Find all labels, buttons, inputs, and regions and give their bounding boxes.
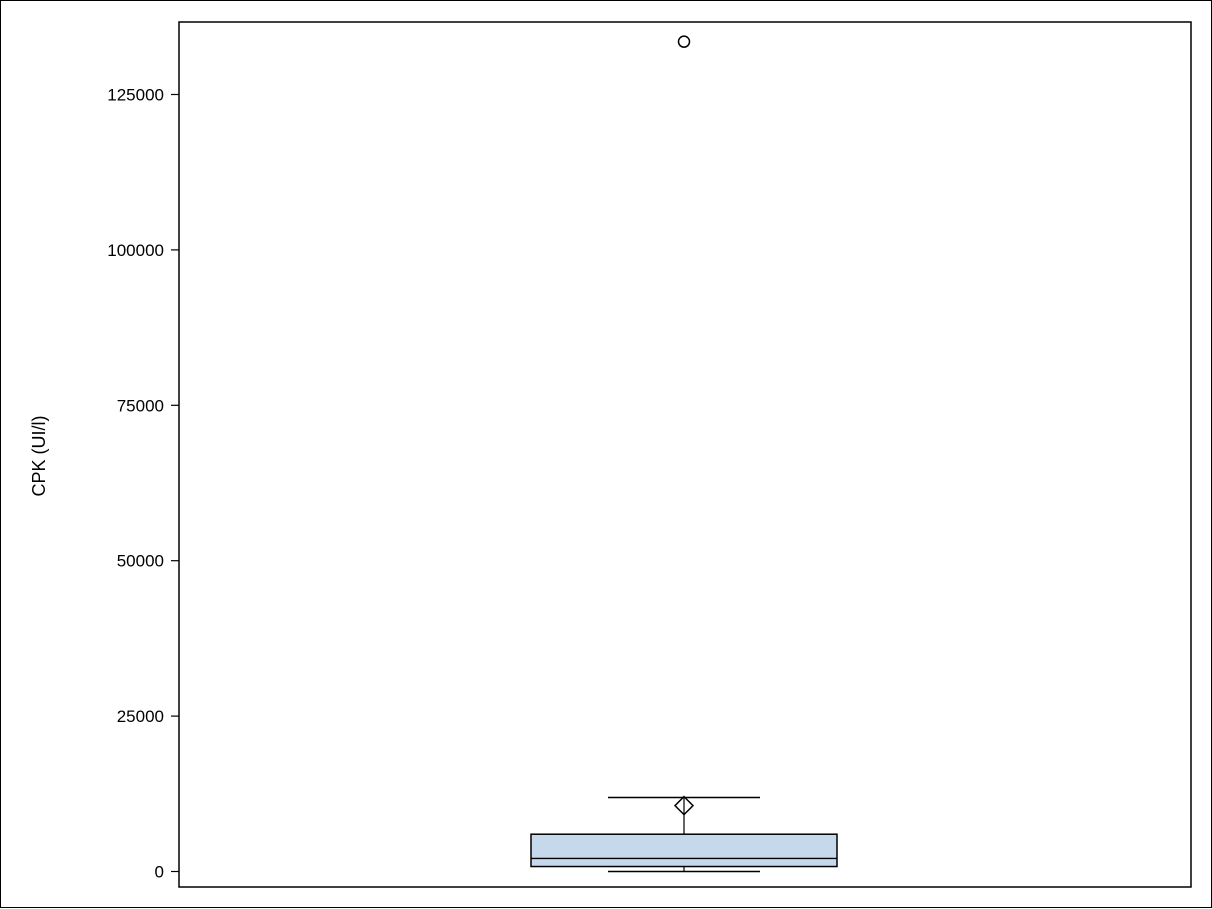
outlier-point xyxy=(677,35,691,48)
y-tick-label: 75000 xyxy=(117,396,164,415)
y-tick-label: 0 xyxy=(155,863,164,882)
box-plot xyxy=(530,35,838,873)
y-tick-label: 125000 xyxy=(107,86,164,105)
y-axis: 0 25000 50000 75000 100000 125000 xyxy=(107,86,179,882)
y-tick-label: 50000 xyxy=(117,552,164,571)
y-axis-title: CPK (UI/l) xyxy=(29,416,49,497)
mean-marker xyxy=(673,795,695,816)
plot-area xyxy=(178,21,1192,888)
y-tick-label: 100000 xyxy=(107,241,164,260)
y-tick-label: 25000 xyxy=(117,707,164,726)
interquartile-box xyxy=(530,833,838,868)
